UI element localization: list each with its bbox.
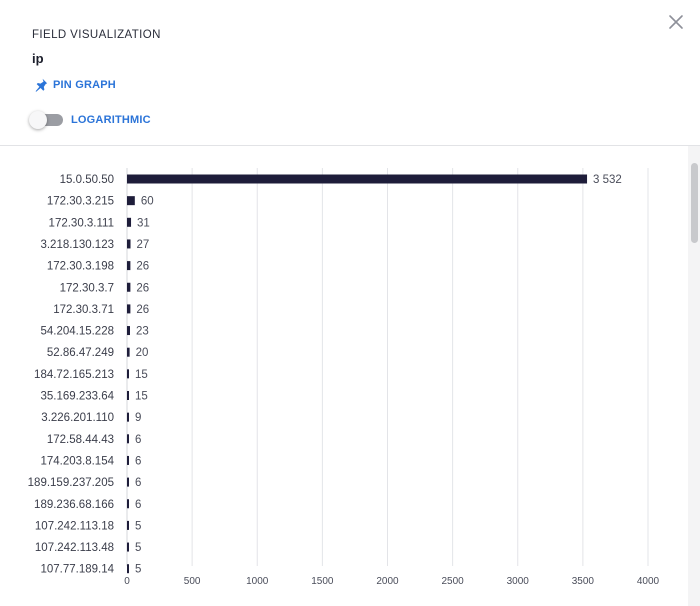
- value-label: 27: [137, 239, 150, 251]
- field-name: ip: [32, 51, 44, 66]
- category-label: 172.58.44.43: [47, 434, 114, 446]
- category-label: 172.30.3.111: [49, 217, 114, 229]
- header-divider: [0, 145, 700, 146]
- value-label: 6: [135, 499, 141, 511]
- bar[interactable]: [127, 304, 131, 314]
- bar[interactable]: [127, 499, 129, 509]
- bar[interactable]: [127, 217, 132, 227]
- category-label: 52.86.47.249: [47, 347, 114, 359]
- value-label: 26: [136, 261, 149, 273]
- toggle-track[interactable]: [29, 111, 63, 129]
- value-label: 31: [137, 217, 150, 229]
- category-label: 15.0.50.50: [60, 174, 114, 186]
- bar[interactable]: [127, 412, 129, 422]
- value-label: 5: [135, 520, 141, 532]
- value-label: 15: [135, 391, 148, 403]
- value-label: 5: [135, 542, 141, 554]
- value-label: 26: [136, 282, 149, 294]
- x-tick-label: 1500: [311, 576, 334, 587]
- toggle-knob[interactable]: [29, 111, 47, 129]
- bar[interactable]: [127, 196, 135, 206]
- category-label: 172.30.3.215: [47, 196, 114, 208]
- x-tick-label: 1000: [246, 576, 269, 587]
- x-tick-label: 4000: [637, 576, 660, 587]
- category-label: 107.77.189.14: [40, 564, 114, 576]
- bar[interactable]: [127, 455, 129, 465]
- value-label: 5: [135, 564, 141, 576]
- logarithmic-toggle[interactable]: LOGARITHMIC: [29, 111, 151, 129]
- bar[interactable]: [127, 391, 129, 400]
- bar-chart: 0 500 1000 1500 2000 2500 3000 3500 4000 15.0.50.…: [28, 168, 660, 587]
- value-label: 15: [135, 369, 148, 381]
- visualization-header: FIELD VISUALIZATION ip PIN GRAPH LOGARIT…: [0, 0, 700, 145]
- x-tick-label: 3000: [507, 576, 530, 587]
- chart-area: 0 500 1000 1500 2000 2500 3000 3500 4000 15.0.50.…: [0, 146, 688, 606]
- x-tick-label: 2500: [442, 576, 465, 587]
- value-label: 6: [135, 455, 141, 467]
- pin-graph-label: PIN GRAPH: [53, 79, 116, 91]
- logarithmic-label: LOGARITHMIC: [71, 114, 151, 126]
- value-label: 26: [136, 304, 149, 316]
- category-label: 189.236.68.166: [34, 499, 114, 511]
- value-label: 23: [136, 326, 149, 338]
- bar[interactable]: [127, 369, 129, 379]
- bar[interactable]: [127, 347, 130, 357]
- bar[interactable]: [127, 434, 129, 444]
- x-tick-label: 3500: [572, 576, 595, 587]
- value-label: 3 532: [593, 174, 622, 186]
- bar[interactable]: [127, 477, 129, 487]
- bar[interactable]: [127, 520, 129, 530]
- value-label: 9: [135, 412, 141, 424]
- category-label: 3.226.201.110: [41, 412, 114, 424]
- category-label: 174.203.8.154: [40, 455, 114, 467]
- bar[interactable]: [127, 326, 130, 336]
- bar[interactable]: [127, 261, 131, 271]
- bar[interactable]: [127, 282, 131, 292]
- pin-graph-button[interactable]: PIN GRAPH: [34, 77, 116, 93]
- category-label: 54.204.15.228: [40, 326, 114, 338]
- close-icon: [667, 15, 685, 35]
- panel-title: FIELD VISUALIZATION: [32, 29, 161, 41]
- scrollbar-thumb[interactable]: [691, 163, 698, 243]
- category-label: 172.30.3.71: [53, 304, 114, 316]
- category-label: 35.169.233.64: [40, 391, 114, 403]
- category-label: 189.159.237.205: [28, 477, 114, 489]
- close-button[interactable]: [667, 13, 685, 31]
- x-tick-label: 500: [184, 576, 201, 587]
- value-label: 20: [136, 347, 149, 359]
- value-label: 60: [141, 196, 154, 208]
- bar[interactable]: [127, 564, 129, 574]
- value-label: 6: [135, 434, 141, 446]
- value-label: 6: [135, 477, 141, 489]
- category-label: 107.242.113.18: [35, 520, 114, 532]
- category-label: 107.242.113.48: [35, 542, 114, 554]
- category-label: 3.218.130.123: [40, 239, 114, 251]
- vertical-scrollbar[interactable]: [688, 146, 700, 606]
- x-tick-label: 0: [124, 576, 130, 587]
- bar[interactable]: [127, 239, 131, 249]
- category-label: 184.72.165.213: [34, 369, 114, 381]
- category-label: 172.30.3.198: [47, 261, 114, 273]
- pin-icon: [34, 78, 48, 92]
- x-tick-label: 2000: [376, 576, 399, 587]
- category-label: 172.30.3.7: [60, 282, 114, 294]
- bar[interactable]: [127, 542, 129, 552]
- bar[interactable]: [127, 174, 588, 184]
